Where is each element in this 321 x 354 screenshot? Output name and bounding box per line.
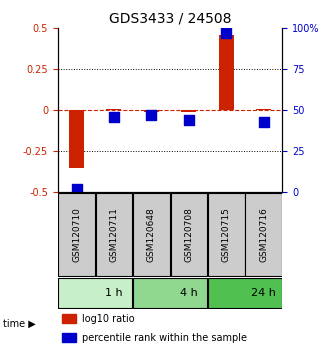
Text: 24 h: 24 h [251,288,276,298]
FancyBboxPatch shape [245,193,282,276]
FancyBboxPatch shape [58,278,132,308]
Point [224,30,229,36]
Text: GSM120715: GSM120715 [222,207,231,262]
FancyBboxPatch shape [208,278,282,308]
Point [186,117,191,123]
Bar [256,109,271,110]
Text: percentile rank within the sample: percentile rank within the sample [82,332,247,343]
FancyBboxPatch shape [96,193,132,276]
Point [261,119,266,125]
Bar [62,333,76,342]
Text: log10 ratio: log10 ratio [82,314,135,324]
Bar [181,110,196,112]
Bar [219,35,234,110]
Point [74,186,79,192]
Text: GSM120711: GSM120711 [109,207,118,262]
Bar [144,110,159,112]
FancyBboxPatch shape [133,278,207,308]
FancyBboxPatch shape [133,193,170,276]
Bar [62,314,76,323]
Bar [107,109,121,110]
FancyBboxPatch shape [208,193,245,276]
FancyBboxPatch shape [170,193,207,276]
Title: GDS3433 / 24508: GDS3433 / 24508 [109,12,231,26]
Text: GSM120716: GSM120716 [259,207,268,262]
Text: 1 h: 1 h [105,288,123,298]
Point [149,113,154,118]
Text: GSM120710: GSM120710 [72,207,81,262]
Text: time ▶: time ▶ [3,319,36,329]
Bar [69,110,84,168]
Text: GSM120648: GSM120648 [147,207,156,262]
Point [111,114,117,120]
FancyBboxPatch shape [58,193,95,276]
Text: GSM120708: GSM120708 [184,207,193,262]
Text: 4 h: 4 h [180,288,198,298]
